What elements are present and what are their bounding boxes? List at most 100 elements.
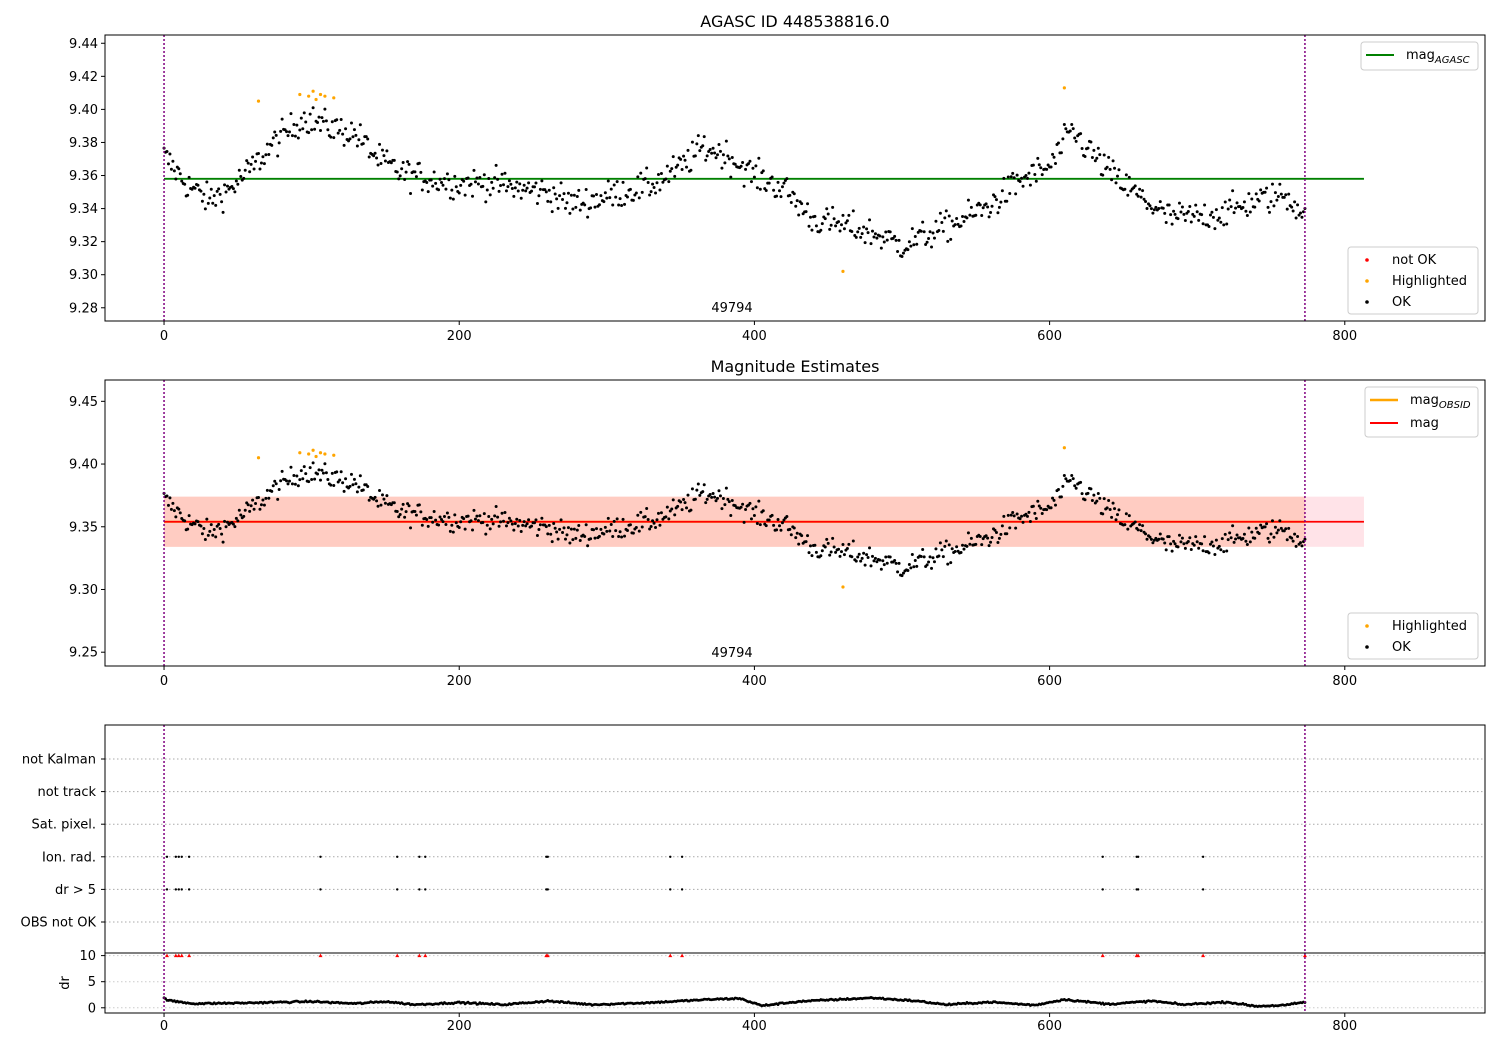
ok-point (302, 465, 306, 469)
ok-point (937, 554, 941, 558)
ok-point (1296, 203, 1300, 207)
ok-point (984, 534, 988, 538)
ok-point (543, 188, 547, 192)
ok-point (233, 190, 237, 194)
ok-point (723, 503, 727, 507)
ok-point (1210, 540, 1214, 544)
ok-point (254, 501, 258, 505)
ok-point (698, 493, 702, 497)
ok-point (1200, 542, 1204, 546)
ok-point (187, 175, 191, 179)
ok-point (493, 514, 497, 518)
ok-point (1020, 514, 1024, 518)
ok-point (845, 219, 849, 223)
ok-point (463, 527, 467, 531)
ok-point (1133, 184, 1137, 188)
ok-point (1303, 537, 1307, 541)
ok-point (466, 514, 470, 518)
ok-point (341, 481, 345, 485)
ok-point (193, 186, 197, 190)
dr-clipped-marker (1136, 953, 1141, 958)
ok-point (716, 496, 720, 500)
highlighted-point (841, 585, 845, 589)
ok-point (981, 206, 985, 210)
ok-point (521, 523, 525, 527)
ok-point (209, 523, 213, 527)
ok-point (944, 209, 948, 213)
ok-point (366, 484, 370, 488)
ok-point (727, 157, 731, 161)
panel1-frame (104, 34, 1486, 322)
ok-point (609, 187, 613, 191)
ok-point (434, 181, 438, 185)
ok-point (612, 183, 616, 187)
ok-point (1033, 172, 1037, 176)
ok-point (1148, 204, 1152, 208)
ok-point (496, 177, 500, 181)
flag-point (680, 888, 684, 891)
ok-point (203, 538, 207, 542)
ok-point (220, 200, 224, 204)
ok-point (507, 516, 511, 520)
ok-point (236, 182, 240, 186)
ok-point (339, 470, 343, 474)
ok-point (831, 205, 835, 209)
ok-point (1167, 203, 1171, 207)
ok-point (1115, 513, 1119, 517)
ok-point (726, 154, 730, 158)
highlighted-point (314, 454, 318, 459)
ok-point (825, 537, 829, 541)
ok-point (1034, 179, 1038, 183)
ok-point (1278, 182, 1282, 186)
ok-point (274, 482, 278, 486)
ok-point (924, 243, 928, 247)
ok-point (749, 180, 753, 184)
ok-point (515, 517, 519, 521)
ok-point (577, 523, 581, 527)
ok-point (1284, 527, 1288, 531)
flag-point (1101, 855, 1104, 858)
ok-point (1163, 541, 1167, 545)
ok-point (502, 183, 506, 187)
ok-point (757, 499, 761, 503)
flag-point (418, 888, 421, 891)
ok-point (930, 566, 934, 570)
ok-point (1059, 495, 1063, 499)
ok-point (475, 514, 479, 518)
ok-point (478, 514, 482, 518)
ok-point (792, 526, 796, 530)
ok-point (586, 544, 590, 548)
ok-point (602, 532, 606, 536)
ok-point (754, 164, 758, 168)
ok-point (236, 519, 240, 523)
panel2-legend-top: magOBSID mag (1364, 386, 1479, 438)
ok-point (847, 213, 851, 217)
magnitude-estimates-panel: Magnitude Estimates 9.25 9.30 9.35 9.40 9.45… (69, 357, 1486, 689)
ok-point (351, 483, 355, 487)
ok-point (615, 517, 619, 521)
ok-point (563, 537, 567, 541)
ok-point (1214, 208, 1218, 212)
ok-point (993, 195, 997, 199)
legend-ok-marker (1365, 300, 1369, 304)
ok-point (729, 175, 733, 179)
ok-point (659, 511, 663, 515)
ok-point (496, 515, 500, 519)
ok-point (1242, 200, 1246, 204)
ok-point (364, 135, 368, 139)
ok-point (571, 538, 575, 542)
ok-point (565, 201, 569, 205)
ok-point (500, 511, 504, 515)
ok-point (713, 151, 717, 155)
ok-point (618, 530, 622, 534)
ok-point (512, 194, 516, 198)
ok-point (437, 188, 441, 192)
legend-not-ok-label: not OK (1392, 253, 1437, 268)
ok-point (1244, 209, 1248, 213)
ok-point (1195, 210, 1199, 214)
ok-point (875, 236, 879, 240)
ok-point (665, 505, 669, 509)
flag-label: Ion. rad. (42, 850, 96, 865)
ok-point (673, 513, 677, 517)
ok-point (668, 169, 672, 173)
